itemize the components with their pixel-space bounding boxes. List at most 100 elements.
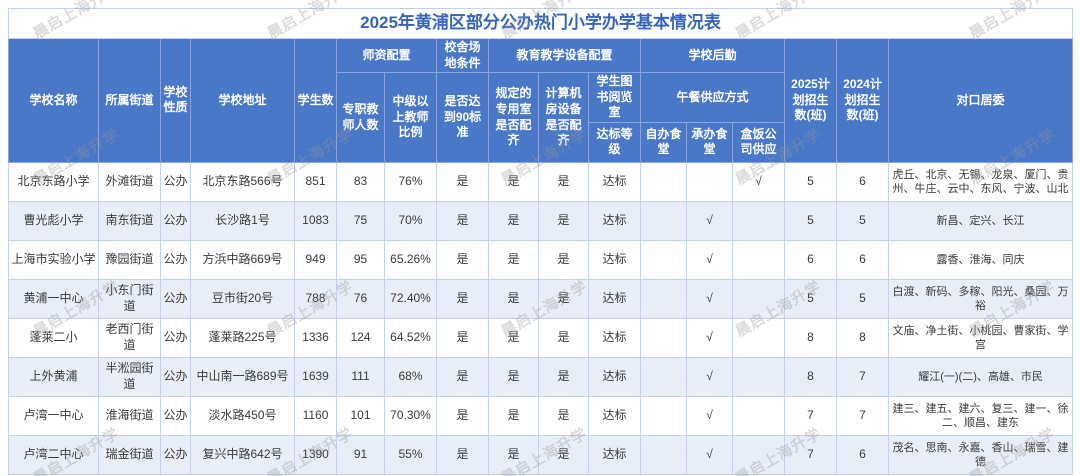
cell-computer-room: 是 xyxy=(538,278,589,319)
col-header-nature: 学校性质 xyxy=(160,38,191,163)
cell-community: 虎丘、北京、无锡、龙泉、厦门、贵州、牛庄、云中、东风、宁波、山北 xyxy=(887,161,1074,202)
cell-boxed-lunch xyxy=(732,317,785,358)
cell-street: 小东门街道 xyxy=(98,278,161,319)
cell-boxed-lunch xyxy=(732,200,785,241)
col-header-library-grade: 达标等级 xyxy=(588,121,641,163)
cell-boxed-lunch xyxy=(732,395,785,436)
cell-community: 文庙、净土街、小桃园、曹家街、学宫 xyxy=(887,317,1074,358)
cell-students: 1336 xyxy=(294,317,337,358)
cell-computer-room: 是 xyxy=(538,239,589,280)
cell-street: 淮海街道 xyxy=(98,395,161,436)
cell-students: 1390 xyxy=(294,434,337,475)
cell-computer-room: 是 xyxy=(538,395,589,436)
col-header-self-canteen: 自办食堂 xyxy=(640,121,687,163)
col-header-school-name: 学校名称 xyxy=(8,38,99,163)
table-row: 上外黄浦 半淞园街道 公办 中山南一路689号 1639 111 68% 是是是达标 √ 8 7 耀江… xyxy=(8,356,1074,397)
table-row: 蓬莱二小 老西门街道 公办 蓬莱路225号 1336 124 64.52% 是是是达标 √ 8 8 文… xyxy=(8,317,1074,358)
cell-nature: 公办 xyxy=(160,434,191,475)
cell-full-time-teachers: 124 xyxy=(336,317,385,358)
cell-community: 建三、建五、建六、复三、建一、徐二、顺昌、建东 xyxy=(887,395,1074,436)
cell-self-canteen xyxy=(640,317,687,358)
cell-self-canteen xyxy=(640,200,687,241)
cell-nature: 公办 xyxy=(160,356,191,397)
col-header-boxed-lunch: 盒饭公司供应 xyxy=(732,121,785,163)
cell-special-rooms: 是 xyxy=(488,239,539,280)
cell-address: 长沙路1号 xyxy=(190,200,295,241)
table-header: 2025年黄浦区部分公办热门小学办学基本情况表 学校名称 所属街道 学校性质 学… xyxy=(7,8,1074,163)
cell-computer-room: 是 xyxy=(538,317,589,358)
cell-community: 新昌、定兴、长江 xyxy=(887,200,1074,241)
cell-boxed-lunch xyxy=(732,434,785,475)
cell-students: 1639 xyxy=(294,356,337,397)
cell-school-name: 卢湾二中心 xyxy=(8,434,99,475)
cell-mid-level-ratio: 65.26% xyxy=(384,239,437,280)
cell-address: 蓬莱路225号 xyxy=(190,317,295,358)
col-header-library: 学生图书阅览室 xyxy=(588,72,641,123)
col-header-meets-90-standard: 是否达到90标准 xyxy=(436,72,489,163)
col-header-mid-level-ratio: 中级以上教师比例 xyxy=(384,72,437,163)
cell-self-canteen xyxy=(640,395,687,436)
cell-library-grade: 达标 xyxy=(588,434,641,475)
group-header-equipment: 教育教学设备配置 xyxy=(488,37,641,74)
cell-plan-2025: 7 xyxy=(784,434,837,475)
cell-students: 1083 xyxy=(294,200,337,241)
cell-computer-room: 是 xyxy=(538,200,589,241)
cell-plan-2024: 6 xyxy=(836,161,889,202)
cell-library-grade: 达标 xyxy=(588,278,641,319)
group-header-faculty: 师资配置 xyxy=(336,37,437,74)
cell-nature: 公办 xyxy=(160,317,191,358)
cell-meets-90-standard: 是 xyxy=(436,239,489,280)
cell-nature: 公办 xyxy=(160,239,191,280)
cell-plan-2024: 7 xyxy=(836,395,889,436)
col-header-address: 学校地址 xyxy=(190,38,295,163)
cell-self-canteen xyxy=(640,356,687,397)
cell-street: 半淞园街道 xyxy=(98,356,161,397)
cell-library-grade: 达标 xyxy=(588,239,641,280)
cell-mid-level-ratio: 64.52% xyxy=(384,317,437,358)
cell-computer-room: 是 xyxy=(538,356,589,397)
cell-full-time-teachers: 111 xyxy=(336,356,385,397)
cell-plan-2024: 6 xyxy=(836,434,889,475)
cell-school-name: 曹光彪小学 xyxy=(8,200,99,241)
cell-meets-90-standard: 是 xyxy=(436,278,489,319)
cell-students: 949 xyxy=(294,239,337,280)
cell-mid-level-ratio: 55% xyxy=(384,434,437,475)
cell-students: 788 xyxy=(294,278,337,319)
group-header-logistics: 学校后勤 xyxy=(640,37,785,74)
cell-mid-level-ratio: 70% xyxy=(384,200,437,241)
cell-library-grade: 达标 xyxy=(588,395,641,436)
cell-community: 茂名、思南、永嘉、香山、瑞雪、建德 xyxy=(887,434,1074,475)
cell-plan-2025: 5 xyxy=(784,161,837,202)
col-header-students: 学生数 xyxy=(294,38,337,163)
col-header-street: 所属街道 xyxy=(98,38,161,163)
cell-contracted-canteen: √ xyxy=(686,278,733,319)
cell-address: 淡水路450号 xyxy=(190,395,295,436)
cell-community: 耀江(一)(二)、高雄、市民 xyxy=(887,356,1074,397)
cell-street: 老西门街道 xyxy=(98,317,161,358)
cell-mid-level-ratio: 68% xyxy=(384,356,437,397)
cell-self-canteen xyxy=(640,434,687,475)
cell-students: 851 xyxy=(294,161,337,202)
cell-school-name: 蓬莱二小 xyxy=(8,317,99,358)
cell-nature: 公办 xyxy=(160,395,191,436)
cell-mid-level-ratio: 70.30% xyxy=(384,395,437,436)
col-header-community: 对口居委 xyxy=(887,38,1074,163)
cell-nature: 公办 xyxy=(160,278,191,319)
cell-contracted-canteen: √ xyxy=(686,434,733,475)
cell-special-rooms: 是 xyxy=(488,395,539,436)
cell-library-grade: 达标 xyxy=(588,317,641,358)
cell-full-time-teachers: 91 xyxy=(336,434,385,475)
cell-full-time-teachers: 76 xyxy=(336,278,385,319)
cell-boxed-lunch xyxy=(732,356,785,397)
cell-meets-90-standard: 是 xyxy=(436,356,489,397)
cell-nature: 公办 xyxy=(160,161,191,202)
cell-contracted-canteen xyxy=(686,161,733,202)
cell-full-time-teachers: 101 xyxy=(336,395,385,436)
cell-meets-90-standard: 是 xyxy=(436,395,489,436)
cell-address: 中山南一路689号 xyxy=(190,356,295,397)
table-row: 卢湾二中心 瑞金街道 公办 复兴中路642号 1390 91 55% 是是是达标 √ 7 6 茂名、思… xyxy=(8,434,1074,475)
cell-mid-level-ratio: 76% xyxy=(384,161,437,202)
cell-library-grade: 达标 xyxy=(588,161,641,202)
col-header-plan-2024: 2024计划招生数(班) xyxy=(836,38,889,163)
